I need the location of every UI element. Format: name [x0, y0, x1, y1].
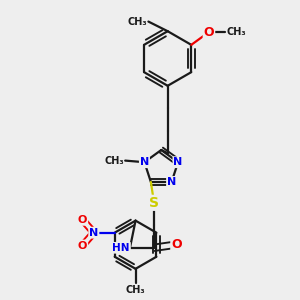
- Text: CH₃: CH₃: [226, 27, 246, 37]
- Text: CH₃: CH₃: [105, 156, 124, 166]
- Text: N: N: [173, 157, 183, 167]
- Text: O: O: [78, 241, 87, 250]
- Text: CH₃: CH₃: [128, 16, 147, 27]
- Text: O: O: [78, 215, 87, 225]
- Text: N: N: [167, 177, 176, 187]
- Text: HN: HN: [112, 243, 130, 253]
- Text: N: N: [140, 157, 149, 167]
- Text: N: N: [89, 228, 98, 238]
- Text: S: S: [149, 196, 159, 210]
- Text: CH₃: CH₃: [126, 285, 146, 295]
- Text: O: O: [204, 26, 214, 38]
- Text: O: O: [171, 238, 182, 251]
